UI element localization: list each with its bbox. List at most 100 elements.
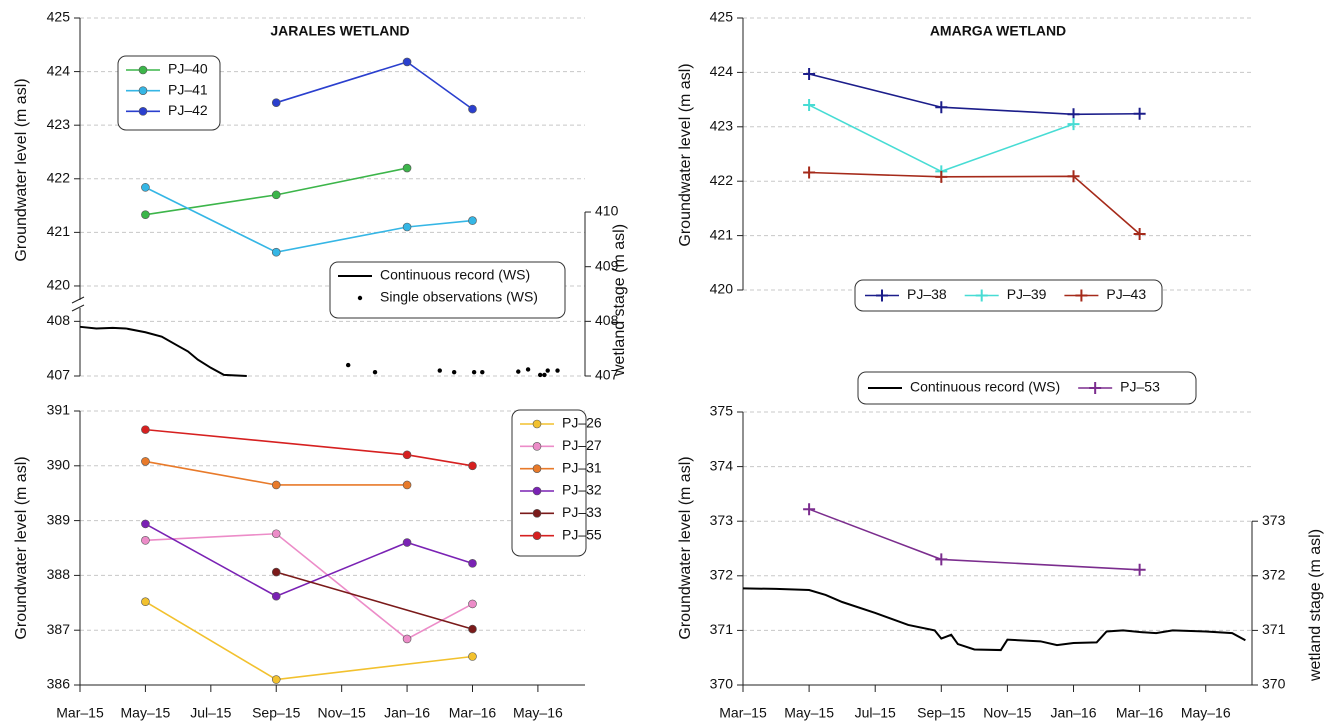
marker bbox=[935, 553, 948, 566]
chart-title: AMARGA WETLAND bbox=[930, 23, 1066, 39]
y-tick-label: 424 bbox=[47, 62, 71, 78]
marker bbox=[468, 216, 477, 225]
marker bbox=[803, 68, 816, 81]
marker bbox=[402, 163, 412, 173]
marker bbox=[402, 222, 412, 232]
x-tick-label: Jul–15 bbox=[855, 705, 896, 721]
marker bbox=[532, 486, 542, 496]
legend-label: Continuous record (WS) bbox=[910, 379, 1060, 395]
marker bbox=[271, 529, 281, 539]
x-tick-label: Sep–15 bbox=[252, 705, 300, 721]
x-tick-label: Sep–15 bbox=[917, 705, 965, 721]
observation bbox=[545, 368, 550, 373]
y-tick-label: 389 bbox=[47, 511, 71, 527]
marker bbox=[271, 480, 281, 490]
legend-label: PJ–41 bbox=[168, 81, 208, 97]
y2-tick-label: 371 bbox=[1262, 621, 1286, 637]
x-tick-label: May–15 bbox=[121, 705, 171, 721]
x-tick-label: May–16 bbox=[513, 705, 563, 721]
marker bbox=[468, 461, 477, 471]
y2-tick-label: 407 bbox=[595, 367, 619, 383]
marker bbox=[402, 538, 412, 547]
marker bbox=[138, 86, 148, 95]
marker bbox=[803, 166, 816, 179]
series-line bbox=[145, 532, 473, 640]
marker bbox=[141, 210, 150, 219]
series-line bbox=[808, 104, 1074, 173]
y-tick-label: 420 bbox=[710, 281, 734, 297]
legend-label: Single observations (WS) bbox=[380, 289, 538, 305]
y-tick-label: 421 bbox=[710, 226, 734, 242]
marker bbox=[532, 419, 542, 429]
marker bbox=[468, 559, 477, 568]
legend-label: PJ–33 bbox=[562, 504, 602, 520]
observation bbox=[525, 367, 531, 372]
legend-label: PJ–39 bbox=[1007, 286, 1047, 302]
y-tick-label: 374 bbox=[710, 457, 734, 473]
observation bbox=[516, 369, 521, 374]
record-line bbox=[79, 325, 247, 377]
y-tick-label: 370 bbox=[710, 676, 734, 692]
y2-tick-label: 408 bbox=[595, 312, 619, 328]
y-tick-label: 425 bbox=[710, 9, 734, 25]
x-tick-label: Mar–16 bbox=[1116, 705, 1164, 721]
y2-axis-label: wetland stage (m asl) bbox=[1307, 529, 1324, 682]
observation bbox=[537, 372, 543, 378]
marker bbox=[1067, 118, 1080, 131]
legend-label: PJ–43 bbox=[1106, 286, 1146, 302]
x-tick-label: Jan–16 bbox=[1051, 705, 1097, 721]
marker bbox=[271, 675, 281, 684]
y-axis-label: Groundwater level (m asl) bbox=[677, 456, 694, 639]
series-line bbox=[809, 171, 1141, 235]
x-tick-label: Jan–16 bbox=[384, 705, 430, 721]
y-tick-label: 390 bbox=[47, 457, 71, 473]
panel: 420 421 422 423 424 425 AMARGA WETLAND Groundwa… bbox=[677, 9, 1252, 312]
marker bbox=[1133, 227, 1146, 240]
legend-label: PJ–55 bbox=[562, 526, 602, 542]
series-line bbox=[808, 508, 1140, 571]
legend-box bbox=[854, 279, 1163, 312]
panel: 420 421 422 423 424 425 407 408 407 408 409 410 JARA… bbox=[13, 9, 628, 383]
x-tick-label: Mar–16 bbox=[449, 705, 497, 721]
y-tick-label: 421 bbox=[47, 223, 71, 239]
x-tick-label: May–15 bbox=[784, 705, 834, 721]
y-tick-label: 375 bbox=[710, 403, 734, 419]
marker bbox=[1133, 107, 1146, 120]
marker bbox=[532, 531, 542, 540]
marker bbox=[402, 450, 412, 460]
y-tick-label: 422 bbox=[47, 169, 71, 185]
y2-tick-label: 409 bbox=[595, 257, 619, 273]
y-tick-label: 420 bbox=[47, 277, 71, 293]
observation bbox=[480, 369, 485, 375]
x-tick-label: Nov–15 bbox=[983, 705, 1031, 721]
y-tick-label: 423 bbox=[710, 118, 734, 134]
legend-label: PJ–31 bbox=[562, 459, 602, 475]
legend-box bbox=[329, 261, 566, 319]
panel: 386 387 388 389 390 391 Mar–15 May–15 Jul–15 Sep–… bbox=[13, 402, 602, 721]
series-line bbox=[276, 571, 473, 630]
marker bbox=[803, 503, 816, 516]
marker bbox=[876, 289, 888, 302]
series-line bbox=[276, 61, 473, 110]
legend-label: PJ–53 bbox=[1120, 379, 1160, 395]
marker bbox=[975, 289, 988, 302]
marker bbox=[141, 536, 150, 545]
y2-tick-label: 373 bbox=[1262, 512, 1286, 528]
legend-label: PJ–42 bbox=[168, 102, 208, 118]
marker bbox=[271, 591, 281, 601]
series-line bbox=[145, 523, 473, 598]
y-axis-label: Groundwater level (m asl) bbox=[13, 456, 30, 639]
marker bbox=[271, 190, 281, 200]
marker bbox=[271, 567, 281, 577]
marker bbox=[935, 101, 948, 114]
observation bbox=[451, 369, 457, 375]
marker bbox=[468, 652, 477, 661]
legend-label: PJ–26 bbox=[562, 415, 602, 431]
y-axis-label: Groundwater level (m asl) bbox=[677, 63, 694, 246]
marker bbox=[1133, 563, 1146, 576]
legend-box bbox=[857, 371, 1197, 405]
marker bbox=[402, 57, 412, 67]
y2-tick-label: 372 bbox=[1262, 567, 1286, 583]
legend-label: PJ–27 bbox=[562, 437, 602, 453]
